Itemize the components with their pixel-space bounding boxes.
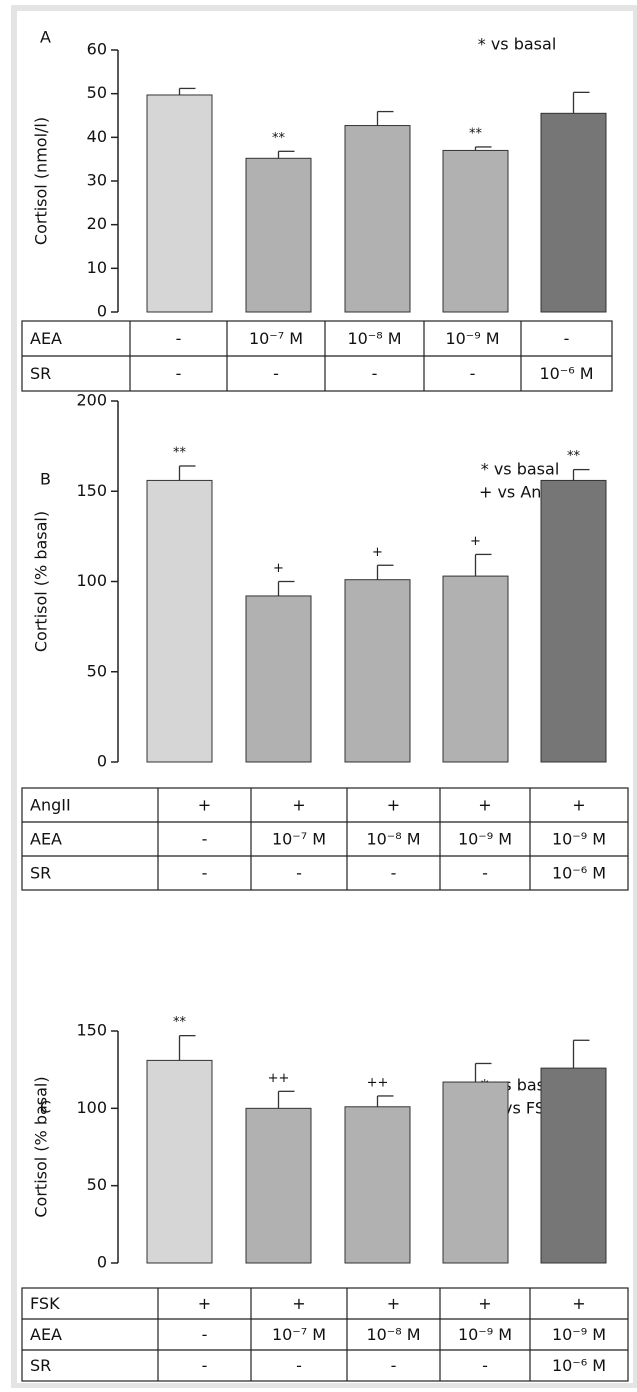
bar: [541, 480, 606, 762]
table-cell: -: [176, 329, 182, 348]
table-cell: -: [202, 1325, 208, 1344]
y-tick-label: 0: [97, 752, 107, 771]
table-cell: -: [470, 364, 476, 383]
table-cell: -: [202, 830, 208, 849]
table-cell: +: [478, 796, 491, 815]
table-cell: +: [292, 796, 305, 815]
table-cell: 10⁻⁸ M: [347, 329, 401, 348]
figure: A * vs basal Cortisol (nmol/l) 0 10 20 30 40 50 6…: [0, 0, 637, 1388]
table-cell: +: [572, 796, 585, 815]
significance-label: **: [567, 449, 581, 464]
y-tick-label: 150: [76, 1021, 107, 1040]
table-cell: +: [478, 1294, 491, 1313]
table-cell: -: [296, 1356, 302, 1375]
y-tick-label: 20: [87, 214, 107, 233]
significance-label: **: [173, 1015, 187, 1030]
y-tick-label: 150: [76, 481, 107, 500]
bar: [147, 480, 212, 762]
y-tick-label: 10: [87, 258, 107, 277]
table-row-header: SR: [30, 1356, 51, 1375]
table-cell: 10⁻⁹ M: [445, 329, 499, 348]
annotation: * vs basal: [481, 460, 560, 479]
bar: [147, 95, 212, 312]
table-row-header: AEA: [30, 329, 62, 348]
table-cell: 10⁻⁷ M: [272, 830, 326, 849]
table-row-header: SR: [30, 864, 51, 883]
y-tick-label: 200: [76, 391, 107, 410]
table-cell: -: [176, 364, 182, 383]
table-cell: +: [198, 796, 211, 815]
table-cell: -: [482, 1356, 488, 1375]
table-row-header: FSK: [30, 1294, 60, 1313]
table-cell: -: [202, 1356, 208, 1375]
table-cell: -: [564, 329, 570, 348]
table-cell: +: [198, 1294, 211, 1313]
table-cell: 10⁻⁶ M: [552, 1356, 606, 1375]
table-row-header: SR: [30, 364, 51, 383]
table-cell: -: [273, 364, 279, 383]
bar: [541, 1068, 606, 1263]
table-row-header: AEA: [30, 1325, 62, 1344]
table-cell: -: [482, 864, 488, 883]
table-cell: 10⁻⁹ M: [458, 830, 512, 849]
y-tick-label: 30: [87, 171, 107, 190]
y-tick-label: 100: [76, 571, 107, 590]
significance-label: +: [470, 534, 481, 549]
bar: [443, 150, 508, 312]
significance-label: **: [272, 131, 286, 146]
significance-label: ++: [268, 1071, 290, 1086]
table-cell: 10⁻⁹ M: [458, 1325, 512, 1344]
y-axis-label: Cortisol (nmol/l): [32, 117, 51, 245]
table-cell: 10⁻⁸ M: [366, 1325, 420, 1344]
panel-label: A: [40, 28, 51, 47]
panel-label: B: [40, 470, 51, 489]
table-cell: +: [387, 1294, 400, 1313]
y-tick-label: 50: [87, 1175, 107, 1194]
table-cell: -: [296, 864, 302, 883]
table-cell: +: [572, 1294, 585, 1313]
significance-label: ++: [367, 1075, 389, 1090]
significance-label: +: [372, 545, 383, 560]
y-axis-label: Cortisol (% basal): [32, 511, 51, 652]
bar: [246, 1108, 311, 1263]
bar: [345, 1107, 410, 1263]
bar: [443, 1082, 508, 1263]
bar: [541, 113, 606, 312]
table-cell: 10⁻⁶ M: [539, 364, 593, 383]
table-cell: +: [387, 796, 400, 815]
bar: [345, 580, 410, 762]
y-tick-label: 60: [87, 40, 107, 59]
table-row-header: AEA: [30, 830, 62, 849]
table-cell: -: [372, 364, 378, 383]
significance-label: **: [469, 126, 483, 141]
y-axis-label: Cortisol (% basal): [32, 1076, 51, 1217]
significance-label: +: [273, 561, 284, 576]
bar: [246, 596, 311, 762]
table-cell: 10⁻⁷ M: [272, 1325, 326, 1344]
table-cell: -: [391, 1356, 397, 1375]
y-tick-label: 50: [87, 83, 107, 102]
table-cell: 10⁻⁸ M: [366, 830, 420, 849]
table-row-header: AngII: [30, 796, 71, 815]
bar: [246, 158, 311, 312]
bar: [147, 1060, 212, 1263]
table-cell: 10⁻⁶ M: [552, 864, 606, 883]
significance-label: **: [173, 445, 187, 460]
y-tick-label: 40: [87, 127, 107, 146]
annotation: * vs basal: [478, 35, 557, 54]
table-cell: 10⁻⁹ M: [552, 830, 606, 849]
bar: [443, 576, 508, 762]
y-tick-label: 100: [76, 1098, 107, 1117]
y-tick-label: 50: [87, 661, 107, 680]
table-cell: 10⁻⁹ M: [552, 1325, 606, 1344]
table-cell: +: [292, 1294, 305, 1313]
y-tick-label: 0: [97, 302, 107, 321]
y-tick-label: 0: [97, 1253, 107, 1272]
table-cell: -: [391, 864, 397, 883]
table-cell: 10⁻⁷ M: [249, 329, 303, 348]
bar: [345, 126, 410, 312]
table-cell: -: [202, 864, 208, 883]
